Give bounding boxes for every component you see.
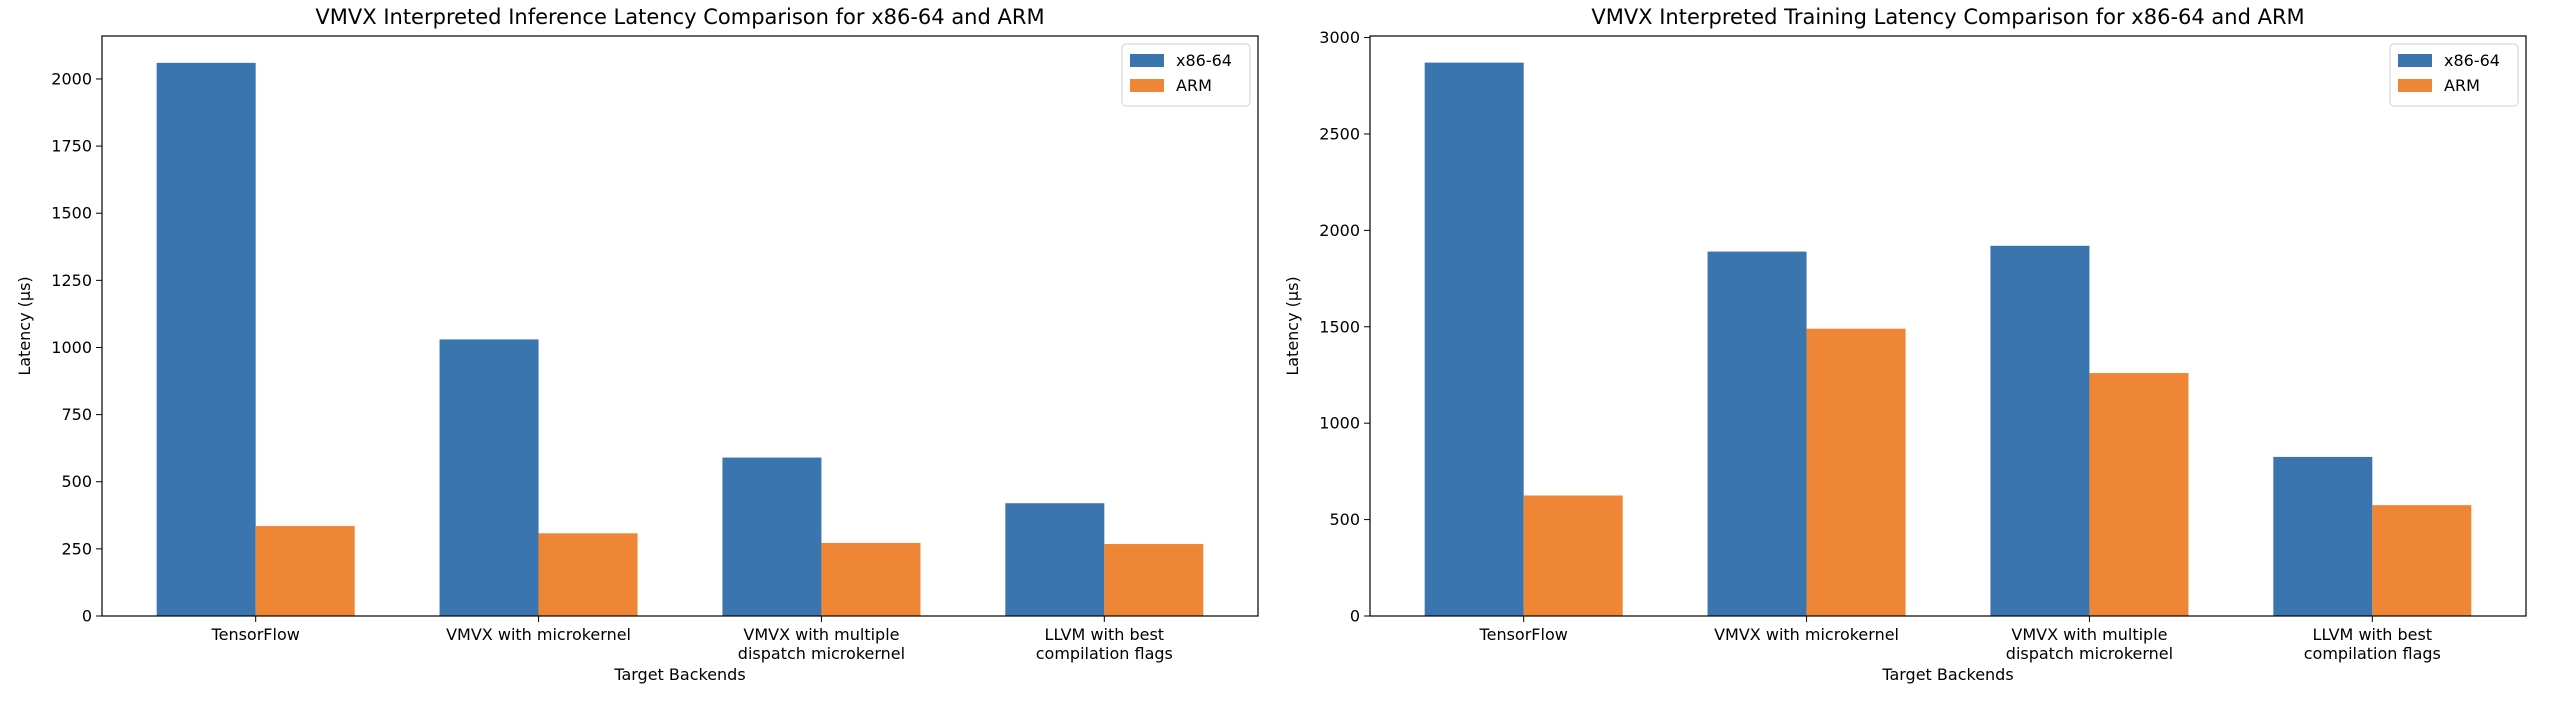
bar-arm bbox=[821, 542, 921, 616]
bar-x86-64 bbox=[156, 62, 256, 616]
y-axis-label: Latency (μs) bbox=[15, 276, 34, 375]
y-tick-label: 0 bbox=[82, 607, 92, 626]
bar-x86-64 bbox=[1990, 245, 2090, 616]
bar-x86-64 bbox=[1707, 251, 1807, 616]
y-axis-label: Latency (μs) bbox=[1283, 276, 1302, 375]
bar-arm bbox=[255, 526, 355, 616]
x-tick-label: TensorFlow bbox=[1479, 625, 1568, 644]
legend-label: ARM bbox=[2444, 76, 2480, 95]
y-tick-label: 0 bbox=[1350, 607, 1360, 626]
bar-x86-64 bbox=[2273, 456, 2373, 616]
x-tick-label: LLVM with best compilation flags bbox=[1036, 625, 1173, 663]
x-axis-label: Target Backends bbox=[1881, 665, 2013, 684]
legend-swatch bbox=[2398, 54, 2432, 67]
bar-arm bbox=[1523, 495, 1623, 616]
legend: x86-64 ARM bbox=[1121, 43, 1251, 107]
y-tick-label: 1000 bbox=[1319, 414, 1360, 433]
y-tick-label: 500 bbox=[61, 472, 92, 491]
x-tick-label: TensorFlow bbox=[211, 625, 300, 644]
bar-x86-64 bbox=[439, 339, 539, 616]
y-tick-label: 2000 bbox=[51, 69, 92, 88]
training-latency-chart: VMVX Interpreted Training Latency Compar… bbox=[1283, 5, 2527, 684]
bar-arm bbox=[2372, 505, 2472, 616]
y-tick-label: 250 bbox=[61, 539, 92, 558]
x-tick-label: LLVM with best compilation flags bbox=[2304, 625, 2441, 663]
y-tick-label: 1500 bbox=[1319, 317, 1360, 336]
bar-arm bbox=[1806, 328, 1906, 616]
y-tick-label: 1250 bbox=[51, 271, 92, 290]
x-tick-label: VMVX with microkernel bbox=[446, 625, 631, 644]
x-tick-label: VMVX with multiple dispatch microkernel bbox=[738, 625, 905, 663]
legend: x86-64 ARM bbox=[2389, 43, 2519, 107]
chart-title: VMVX Interpreted Training Latency Compar… bbox=[1591, 5, 2304, 29]
plot-frame bbox=[101, 35, 1259, 617]
legend-swatch bbox=[1130, 79, 1164, 92]
bar-x86-64 bbox=[1424, 62, 1524, 616]
inference-latency-chart: VMVX Interpreted Inference Latency Compa… bbox=[15, 5, 1259, 684]
bar-arm bbox=[1104, 544, 1204, 616]
y-tick-label: 1000 bbox=[51, 338, 92, 357]
chart-title: VMVX Interpreted Inference Latency Compa… bbox=[315, 5, 1044, 29]
y-tick-label: 500 bbox=[1329, 510, 1360, 529]
y-tick-label: 2000 bbox=[1319, 221, 1360, 240]
legend-label: x86-64 bbox=[2444, 51, 2500, 70]
x-tick-label: VMVX with microkernel bbox=[1714, 625, 1899, 644]
bar-x86-64 bbox=[722, 457, 822, 616]
x-axis-label: Target Backends bbox=[613, 665, 745, 684]
legend-swatch bbox=[2398, 79, 2432, 92]
y-tick-label: 2500 bbox=[1319, 124, 1360, 143]
bar-x86-64 bbox=[1005, 503, 1105, 616]
bar-arm bbox=[538, 533, 638, 616]
y-tick-label: 1500 bbox=[51, 204, 92, 223]
y-tick-label: 1750 bbox=[51, 137, 92, 156]
x-tick-label: VMVX with multiple dispatch microkernel bbox=[2006, 625, 2173, 663]
y-tick-label: 3000 bbox=[1319, 28, 1360, 47]
y-tick-label: 750 bbox=[61, 405, 92, 424]
legend-label: ARM bbox=[1176, 76, 1212, 95]
bar-arm bbox=[2089, 373, 2189, 616]
plot-frame bbox=[1369, 35, 2527, 617]
legend-label: x86-64 bbox=[1176, 51, 1232, 70]
legend-swatch bbox=[1130, 54, 1164, 67]
